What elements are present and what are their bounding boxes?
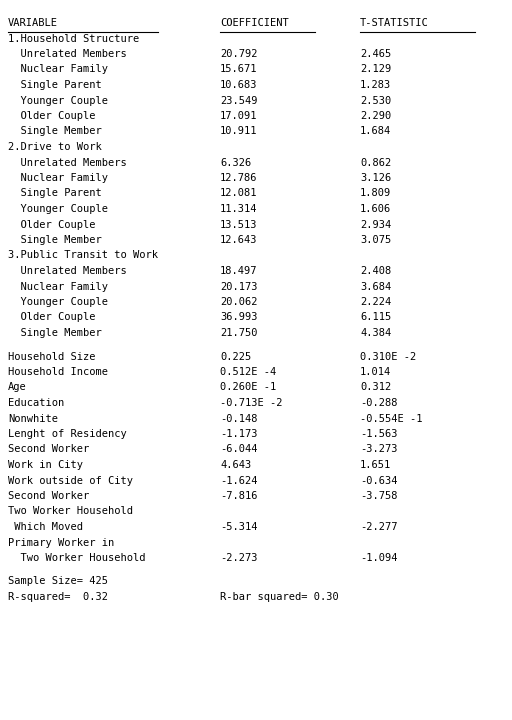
Text: 13.513: 13.513 xyxy=(220,220,258,230)
Text: Unrelated Members: Unrelated Members xyxy=(8,158,127,168)
Text: -0.288: -0.288 xyxy=(360,398,397,408)
Text: Older Couple: Older Couple xyxy=(8,111,96,121)
Text: Younger Couple: Younger Couple xyxy=(8,297,108,307)
Text: R-squared=  0.32: R-squared= 0.32 xyxy=(8,592,108,602)
Text: Unrelated Members: Unrelated Members xyxy=(8,49,127,59)
Text: 1.Household Structure: 1.Household Structure xyxy=(8,34,139,43)
Text: 1.283: 1.283 xyxy=(360,80,391,90)
Text: Single Parent: Single Parent xyxy=(8,80,102,90)
Text: Work outside of City: Work outside of City xyxy=(8,475,133,485)
Text: 2.408: 2.408 xyxy=(360,266,391,276)
Text: 21.750: 21.750 xyxy=(220,328,258,338)
Text: 12.643: 12.643 xyxy=(220,235,258,245)
Text: -1.563: -1.563 xyxy=(360,429,397,439)
Text: 1.684: 1.684 xyxy=(360,127,391,137)
Text: 2.530: 2.530 xyxy=(360,96,391,106)
Text: Single Parent: Single Parent xyxy=(8,189,102,199)
Text: Nonwhite: Nonwhite xyxy=(8,413,58,423)
Text: -0.148: -0.148 xyxy=(220,413,258,423)
Text: Lenght of Residency: Lenght of Residency xyxy=(8,429,127,439)
Text: -0.554E -1: -0.554E -1 xyxy=(360,413,422,423)
Text: Nuclear Family: Nuclear Family xyxy=(8,173,108,183)
Text: 2.129: 2.129 xyxy=(360,65,391,74)
Text: Sample Size= 425: Sample Size= 425 xyxy=(8,577,108,587)
Text: R-bar squared= 0.30: R-bar squared= 0.30 xyxy=(220,592,339,602)
Text: 1.651: 1.651 xyxy=(360,460,391,470)
Text: 3.126: 3.126 xyxy=(360,173,391,183)
Text: -3.758: -3.758 xyxy=(360,491,397,501)
Text: 2.934: 2.934 xyxy=(360,220,391,230)
Text: Younger Couple: Younger Couple xyxy=(8,204,108,214)
Text: 10.683: 10.683 xyxy=(220,80,258,90)
Text: VARIABLE: VARIABLE xyxy=(8,18,58,28)
Text: Nuclear Family: Nuclear Family xyxy=(8,282,108,292)
Text: 0.312: 0.312 xyxy=(360,382,391,392)
Text: -0.713E -2: -0.713E -2 xyxy=(220,398,283,408)
Text: -2.277: -2.277 xyxy=(360,522,397,532)
Text: 20.062: 20.062 xyxy=(220,297,258,307)
Text: -2.273: -2.273 xyxy=(220,553,258,563)
Text: 12.081: 12.081 xyxy=(220,189,258,199)
Text: -1.173: -1.173 xyxy=(220,429,258,439)
Text: 36.993: 36.993 xyxy=(220,312,258,323)
Text: -1.094: -1.094 xyxy=(360,553,397,563)
Text: -7.816: -7.816 xyxy=(220,491,258,501)
Text: 4.384: 4.384 xyxy=(360,328,391,338)
Text: 6.326: 6.326 xyxy=(220,158,251,168)
Text: Single Member: Single Member xyxy=(8,127,102,137)
Text: 3.Public Transit to Work: 3.Public Transit to Work xyxy=(8,251,158,261)
Text: 17.091: 17.091 xyxy=(220,111,258,121)
Text: 12.786: 12.786 xyxy=(220,173,258,183)
Text: 1.606: 1.606 xyxy=(360,204,391,214)
Text: -0.634: -0.634 xyxy=(360,475,397,485)
Text: 0.862: 0.862 xyxy=(360,158,391,168)
Text: 0.260E -1: 0.260E -1 xyxy=(220,382,276,392)
Text: 15.671: 15.671 xyxy=(220,65,258,74)
Text: Older Couple: Older Couple xyxy=(8,312,96,323)
Text: Younger Couple: Younger Couple xyxy=(8,96,108,106)
Text: Household Income: Household Income xyxy=(8,367,108,377)
Text: Primary Worker in: Primary Worker in xyxy=(8,538,114,547)
Text: 0.225: 0.225 xyxy=(220,351,251,361)
Text: Age: Age xyxy=(8,382,27,392)
Text: Single Member: Single Member xyxy=(8,328,102,338)
Text: Work in City: Work in City xyxy=(8,460,83,470)
Text: 3.684: 3.684 xyxy=(360,282,391,292)
Text: Second Worker: Second Worker xyxy=(8,491,89,501)
Text: COEFFICIENT: COEFFICIENT xyxy=(220,18,289,28)
Text: Single Member: Single Member xyxy=(8,235,102,245)
Text: Two Worker Household: Two Worker Household xyxy=(8,506,133,516)
Text: T-STATISTIC: T-STATISTIC xyxy=(360,18,429,28)
Text: 2.290: 2.290 xyxy=(360,111,391,121)
Text: 23.549: 23.549 xyxy=(220,96,258,106)
Text: 0.512E -4: 0.512E -4 xyxy=(220,367,276,377)
Text: -5.314: -5.314 xyxy=(220,522,258,532)
Text: 1.809: 1.809 xyxy=(360,189,391,199)
Text: Nuclear Family: Nuclear Family xyxy=(8,65,108,74)
Text: Unrelated Members: Unrelated Members xyxy=(8,266,127,276)
Text: 2.224: 2.224 xyxy=(360,297,391,307)
Text: Which Moved: Which Moved xyxy=(8,522,83,532)
Text: 3.075: 3.075 xyxy=(360,235,391,245)
Text: 0.310E -2: 0.310E -2 xyxy=(360,351,416,361)
Text: -1.624: -1.624 xyxy=(220,475,258,485)
Text: 20.792: 20.792 xyxy=(220,49,258,59)
Text: Education: Education xyxy=(8,398,64,408)
Text: 10.911: 10.911 xyxy=(220,127,258,137)
Text: 2.Drive to Work: 2.Drive to Work xyxy=(8,142,102,152)
Text: 11.314: 11.314 xyxy=(220,204,258,214)
Text: Household Size: Household Size xyxy=(8,351,96,361)
Text: -3.273: -3.273 xyxy=(360,444,397,454)
Text: 4.643: 4.643 xyxy=(220,460,251,470)
Text: Older Couple: Older Couple xyxy=(8,220,96,230)
Text: Two Worker Household: Two Worker Household xyxy=(8,553,145,563)
Text: -6.044: -6.044 xyxy=(220,444,258,454)
Text: 20.173: 20.173 xyxy=(220,282,258,292)
Text: 2.465: 2.465 xyxy=(360,49,391,59)
Text: 18.497: 18.497 xyxy=(220,266,258,276)
Text: 6.115: 6.115 xyxy=(360,312,391,323)
Text: Second Worker: Second Worker xyxy=(8,444,89,454)
Text: 1.014: 1.014 xyxy=(360,367,391,377)
